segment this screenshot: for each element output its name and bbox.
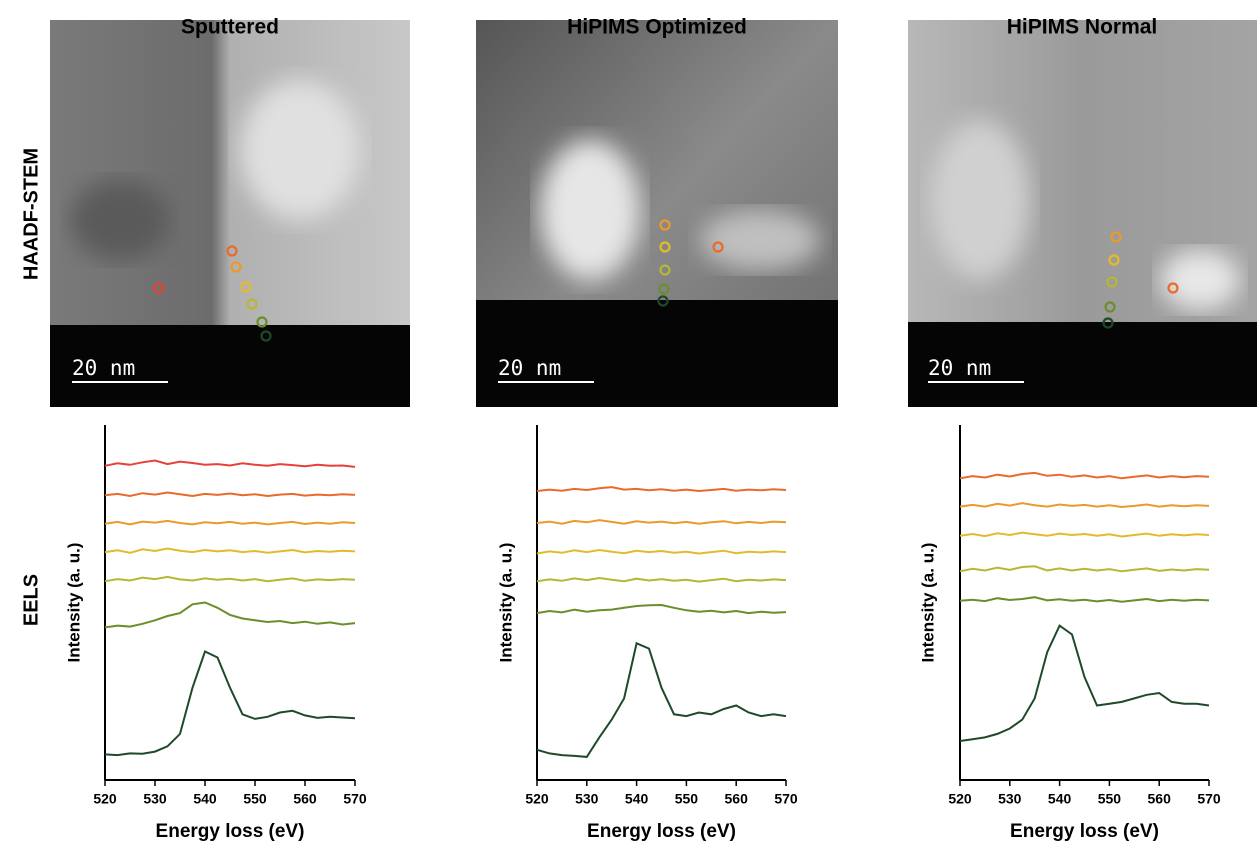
- x-axis-label: Energy loss (eV): [1010, 821, 1159, 842]
- scale-bar-label: 20 nm: [72, 356, 135, 380]
- row-label: HAADF-STEM: [20, 148, 42, 280]
- x-tick-label: 570: [1197, 791, 1221, 807]
- y-axis-label: Intensity (a. u.): [918, 543, 937, 663]
- x-tick-label: 560: [725, 791, 749, 807]
- x-tick-label: 530: [143, 791, 167, 807]
- x-tick-label: 570: [774, 791, 798, 807]
- x-tick-label: 540: [1048, 791, 1072, 807]
- x-tick-label: 530: [575, 791, 599, 807]
- spectrum: [104, 650, 356, 757]
- x-tick-label: 540: [193, 791, 217, 807]
- x-tick-label: 570: [343, 791, 367, 807]
- spectrum: [959, 565, 1210, 573]
- spectrum: [959, 624, 1210, 742]
- scale-bar-label: 20 nm: [498, 356, 561, 380]
- spectrum: [536, 486, 787, 493]
- x-tick-label: 530: [998, 791, 1022, 807]
- row-label: EELS: [20, 574, 42, 626]
- spectrum: [104, 575, 356, 583]
- x-tick-label: 540: [625, 791, 649, 807]
- spectrum: [536, 519, 787, 525]
- x-tick-label: 560: [293, 791, 317, 807]
- x-tick-label: 520: [948, 791, 972, 807]
- spectrum: [536, 603, 787, 615]
- x-tick-label: 550: [1098, 791, 1122, 807]
- spectrum: [104, 491, 356, 498]
- stem-image: [50, 20, 410, 407]
- panel-title: HiPIMS Optimized: [567, 16, 747, 39]
- y-axis-label: Intensity (a. u.): [496, 543, 515, 663]
- x-axis-label: Energy loss (eV): [587, 821, 736, 842]
- spectrum: [959, 531, 1210, 538]
- x-tick-label: 550: [243, 791, 267, 807]
- x-tick-label: 550: [675, 791, 699, 807]
- spectrum: [536, 548, 787, 555]
- spectrum: [959, 471, 1210, 480]
- scale-bar-label: 20 nm: [928, 356, 991, 380]
- y-axis-label: Intensity (a. u.): [64, 543, 83, 663]
- spectrum: [104, 601, 356, 629]
- spectrum: [536, 641, 787, 758]
- spectrum: [959, 596, 1210, 603]
- panel-title: Sputtered: [181, 16, 279, 39]
- x-axis-label: Energy loss (eV): [156, 821, 305, 842]
- panel-title: HiPIMS Normal: [1007, 16, 1158, 39]
- x-tick-label: 560: [1148, 791, 1172, 807]
- stem-image: [476, 20, 838, 407]
- spectrum: [104, 459, 356, 468]
- stem-image: [908, 20, 1257, 407]
- spectrum: [104, 547, 356, 554]
- spectrum: [104, 519, 356, 526]
- x-tick-label: 520: [525, 791, 549, 807]
- spectrum: [536, 576, 787, 583]
- spectrum: [959, 502, 1210, 509]
- x-tick-label: 520: [93, 791, 117, 807]
